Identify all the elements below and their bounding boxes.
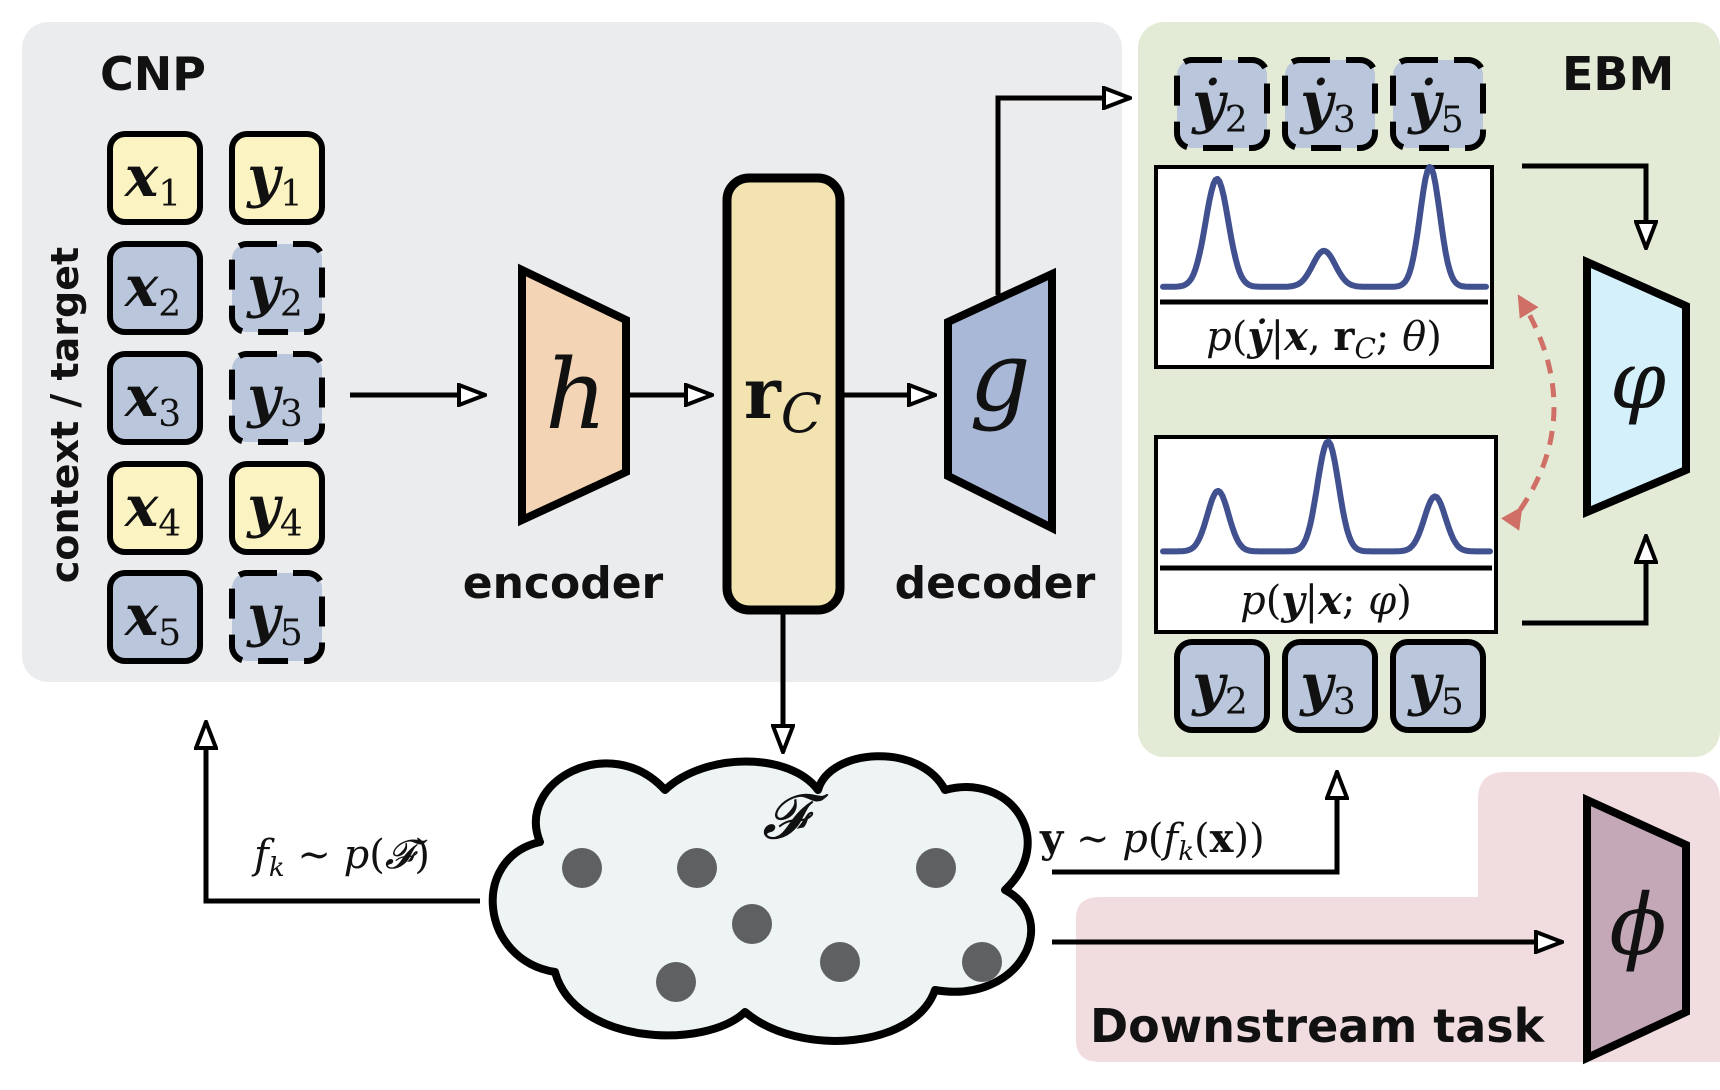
input-y-1: y1 (229, 131, 325, 225)
input-y-4: y4 (229, 461, 325, 555)
sample-y-3-label: ẏ3 (1298, 70, 1355, 141)
target-y-2-label: y2 (1190, 652, 1247, 723)
target-y-5-box (1390, 639, 1486, 733)
plot-top-curve (1160, 164, 1489, 290)
arrow-cloud-to-cnp (206, 722, 480, 904)
input-x-5: x5 (107, 570, 203, 664)
sample-y-5: ẏ5 (1390, 57, 1486, 151)
target-y-3-label: y3 (1298, 652, 1355, 723)
function-sample-dot (562, 848, 602, 888)
encoder-symbol: h (545, 339, 607, 451)
comparison-arrow (1501, 294, 1557, 531)
encoder-caption: encoder (463, 558, 664, 609)
plot-bottom-label: p(y|x; φ) (1240, 577, 1412, 624)
input-x-3: x3 (107, 351, 203, 445)
plot-bottom-frame (1154, 435, 1498, 634)
targets-row: y2 y3 y5 (1174, 639, 1486, 733)
decoder-trapezoid (944, 267, 1056, 535)
arrow-cloud-to-ebm (1052, 772, 1337, 875)
input-y-2-box (229, 241, 325, 335)
downstream-panel (1076, 772, 1720, 1062)
ebm-network (1583, 255, 1690, 519)
function-space-cloud (488, 752, 1036, 1045)
input-x-5-box (107, 570, 203, 664)
target-y-2-box (1174, 639, 1270, 733)
plot-top-label: p(ẏ|x, rC; θ) (1206, 313, 1442, 365)
function-sample-dot (732, 904, 772, 944)
function-sample-dot (656, 962, 696, 1002)
target-y-5: y5 (1390, 639, 1486, 733)
arrow-top-plot-to-ebm (1522, 163, 1646, 248)
sample-y-3-box (1282, 57, 1378, 151)
input-y-1-label: y1 (245, 144, 302, 215)
sample-y-5-label: ẏ5 (1406, 70, 1463, 141)
downstream-network (1583, 793, 1690, 1065)
arrow-bottom-plot-to-ebm (1522, 536, 1646, 626)
cnp-title: CNP (100, 47, 206, 101)
input-y-5-label: y5 (245, 583, 302, 654)
input-y-column: y1 y2 y3 y4 y5 (229, 131, 325, 664)
target-y-5-label: y5 (1406, 652, 1463, 723)
input-x-3-box (107, 351, 203, 445)
input-x-4-box (107, 461, 203, 555)
input-y-4-box (229, 461, 325, 555)
input-y-3: y3 (229, 351, 325, 445)
sample-y-3: ẏ3 (1282, 57, 1378, 151)
encoder-trapezoid (518, 263, 630, 527)
input-y-3-box (229, 351, 325, 445)
target-y-2: y2 (1174, 639, 1270, 733)
sample-y-2-label: ẏ2 (1190, 70, 1247, 141)
input-x-2: x2 (107, 241, 203, 335)
input-x-1-label: x1 (124, 144, 181, 215)
input-x-2-label: x2 (124, 254, 181, 325)
function-sample-dot (677, 848, 717, 888)
function-sample-dot (962, 942, 1002, 982)
ebm-network-symbol: φ (1610, 334, 1666, 427)
input-x-4-label: x4 (124, 474, 181, 545)
input-x-column: x1 x2 x3 x4 x5 (107, 131, 203, 664)
downstream-title: Downstream task (1090, 999, 1546, 1053)
representation-symbol: rC (744, 352, 822, 445)
downstream-network-symbol: ϕ (1609, 876, 1666, 974)
function-samples (562, 848, 1002, 1002)
samples-row: ẏ2 ẏ3 ẏ5 (1174, 57, 1486, 151)
target-y-3: y3 (1282, 639, 1378, 733)
target-y-3-box (1282, 639, 1378, 733)
input-y-2-label: y2 (245, 254, 302, 325)
sample-y-2-box (1174, 57, 1270, 151)
input-y-5: y5 (229, 570, 325, 664)
input-y-3-label: y3 (245, 364, 302, 435)
input-y-4-label: y4 (245, 474, 302, 545)
input-x-4: x4 (107, 461, 203, 555)
function-sample-dot (820, 942, 860, 982)
sample-y-2: ẏ2 (1174, 57, 1270, 151)
arrow-decoder-to-samples (995, 98, 1130, 295)
input-x-2-box (107, 241, 203, 335)
plot-bottom-curve (1160, 438, 1493, 555)
function-sample-dot (916, 848, 956, 888)
context-target-label: context / target (43, 247, 87, 583)
representation-box (722, 173, 845, 615)
input-x-1-box (107, 131, 203, 225)
edge-sample-outputs: y ∼ p(fk(x)) (1039, 815, 1265, 867)
edge-sample-functions: fk ∼ p(𝓕) (251, 832, 430, 883)
input-x-5-label: x5 (124, 583, 181, 654)
input-y-1-box (229, 131, 325, 225)
sample-y-5-box (1390, 57, 1486, 151)
input-x-3-label: x3 (124, 364, 181, 435)
decoder-symbol: g (969, 321, 1030, 433)
ebm-title: EBM (1562, 47, 1674, 101)
decoder-caption: decoder (895, 558, 1096, 609)
input-y-2: y2 (229, 241, 325, 335)
input-x-1: x1 (107, 131, 203, 225)
input-y-5-box (229, 570, 325, 664)
